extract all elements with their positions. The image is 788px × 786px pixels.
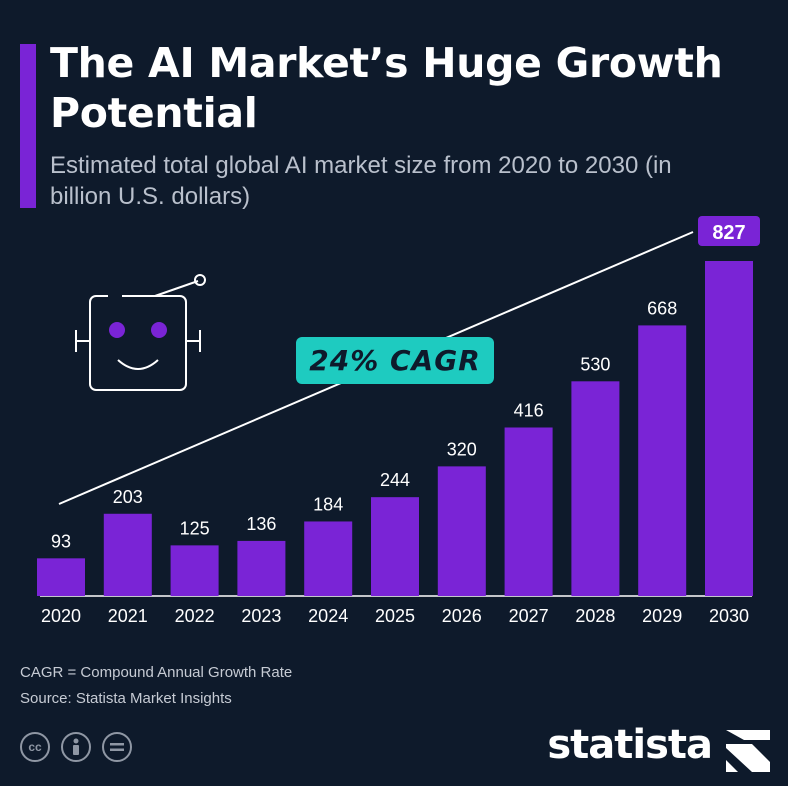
bar-2026 bbox=[437, 466, 486, 596]
value-label-2021: 203 bbox=[113, 487, 143, 507]
value-label-2023: 136 bbox=[246, 514, 276, 534]
value-label-2022: 125 bbox=[180, 518, 210, 538]
tick-label-2028: 2028 bbox=[575, 606, 615, 626]
bar-2027 bbox=[504, 427, 553, 596]
tick-label-2021: 2021 bbox=[108, 606, 148, 626]
license-icons: cc bbox=[20, 732, 132, 762]
robot-icon bbox=[75, 274, 206, 391]
tick-label-2025: 2025 bbox=[375, 606, 415, 626]
tick-label-2030: 2030 bbox=[709, 606, 749, 626]
tick-label-2026: 2026 bbox=[442, 606, 482, 626]
bar-2022 bbox=[170, 545, 219, 596]
tick-label-2020: 2020 bbox=[41, 606, 81, 626]
bar-2023 bbox=[237, 540, 286, 596]
tick-label-2022: 2022 bbox=[175, 606, 215, 626]
attribution-icon[interactable] bbox=[61, 732, 91, 762]
statista-wordmark[interactable]: statista bbox=[547, 722, 713, 768]
value-label-2020: 93 bbox=[51, 531, 71, 551]
bar-2021 bbox=[103, 513, 152, 596]
tick-label-2027: 2027 bbox=[509, 606, 549, 626]
title-accent-bar bbox=[20, 44, 36, 208]
tick-label-2024: 2024 bbox=[308, 606, 348, 626]
value-label-2027: 416 bbox=[514, 400, 544, 420]
bar-2028 bbox=[571, 381, 620, 596]
cagr-definition: CAGR = Compound Annual Growth Rate bbox=[20, 664, 293, 681]
bar-2025 bbox=[371, 497, 419, 596]
cc-icon[interactable]: cc bbox=[20, 732, 50, 762]
tick-label-2029: 2029 bbox=[642, 606, 682, 626]
value-label-2028: 530 bbox=[580, 354, 610, 374]
value-label-2026: 320 bbox=[447, 439, 477, 459]
statista-logo-icon[interactable] bbox=[726, 730, 770, 772]
value-label-2024: 184 bbox=[313, 494, 343, 514]
cagr-badge: 24% CAGR bbox=[296, 337, 494, 384]
value-label-2025: 244 bbox=[380, 470, 410, 490]
bar-2020 bbox=[37, 558, 85, 596]
tick-label-2023: 2023 bbox=[241, 606, 281, 626]
chart-title: The AI Market’s Huge Growth Potential bbox=[50, 39, 723, 137]
bar-chart: 93 203 125 136 184 244 320 416 530 668 827 2020 202… bbox=[37, 216, 760, 626]
highlight-value-badge bbox=[698, 216, 760, 246]
bar-2029 bbox=[638, 325, 687, 596]
source-note: Source: Statista Market Insights bbox=[20, 690, 232, 707]
value-label-2030: 827 bbox=[712, 222, 745, 244]
bar-2030 bbox=[705, 261, 753, 596]
value-label-2029: 668 bbox=[647, 298, 677, 318]
no-derivatives-icon[interactable] bbox=[102, 732, 132, 762]
chart-subtitle: Estimated total global AI market size fr… bbox=[50, 152, 672, 210]
bar-2024 bbox=[304, 521, 353, 596]
